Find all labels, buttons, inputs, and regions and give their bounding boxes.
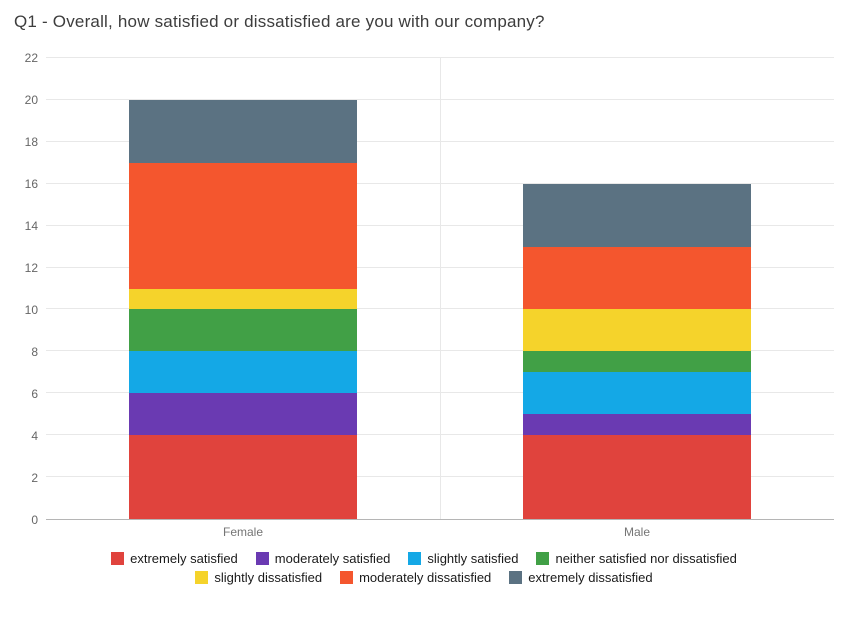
segment-neither-satisfied-nor-dissatisfied[interactable] [522,351,752,373]
legend-swatch-extremely-dissatisfied [509,571,523,584]
legend: extremely satisfied moderately satisfied s… [14,551,834,585]
legend-swatch-moderately-satisfied [255,552,269,565]
stacked-bar-chart: 0 2 4 6 8 10 12 14 16 18 20 22 [14,51,834,527]
segment-extremely-satisfied[interactable] [128,435,358,519]
x-axis-labels: Female Male [46,520,834,539]
y-tick-label: 16 [24,177,38,191]
category-divider [440,58,441,519]
legend-label: moderately dissatisfied [359,570,492,585]
legend-swatch-slightly-dissatisfied [195,571,209,584]
bar-male [522,58,752,519]
legend-label: extremely dissatisfied [528,570,653,585]
legend-item-extremely-satisfied: extremely satisfied [111,551,238,566]
segment-neither-satisfied-nor-dissatisfied[interactable] [128,309,358,352]
legend-label: extremely satisfied [130,551,238,566]
y-axis: 0 2 4 6 8 10 12 14 16 18 20 22 [14,51,46,527]
legend-swatch-slightly-satisfied [408,552,422,565]
legend-row: slightly dissatisfied moderately dissatis… [14,570,834,585]
segment-slightly-dissatisfied[interactable] [522,309,752,352]
legend-item-slightly-dissatisfied: slightly dissatisfied [195,570,322,585]
legend-item-moderately-satisfied: moderately satisfied [255,551,391,566]
bar-group-male [440,58,834,519]
segment-slightly-dissatisfied[interactable] [128,288,358,310]
legend-swatch-moderately-dissatisfied [340,571,354,584]
legend-swatch-extremely-satisfied [111,552,125,565]
segment-moderately-dissatisfied[interactable] [128,162,358,289]
legend-row: extremely satisfied moderately satisfied s… [14,551,834,566]
plot-area [46,57,834,520]
segment-slightly-satisfied[interactable] [128,351,358,394]
y-tick-label: 2 [31,471,38,485]
segment-extremely-dissatisfied[interactable] [128,99,358,163]
segment-extremely-satisfied[interactable] [522,435,752,519]
legend-swatch-neither-satisfied-nor-dissatisfied [536,552,550,565]
y-tick-label: 14 [24,219,38,233]
legend-label: slightly dissatisfied [214,570,323,585]
legend-label: slightly satisfied [427,551,519,566]
legend-label: neither satisfied nor dissatisfied [555,551,737,566]
y-tick-label: 18 [24,135,38,149]
bar-female [128,58,358,519]
segment-moderately-dissatisfied[interactable] [522,246,752,310]
segment-moderately-satisfied[interactable] [522,414,752,436]
legend-item-moderately-dissatisfied: moderately dissatisfied [340,570,491,585]
x-axis-label-male: Male [623,525,650,539]
segment-moderately-satisfied[interactable] [128,393,358,436]
legend-label: moderately satisfied [274,551,391,566]
segment-slightly-satisfied[interactable] [522,372,752,415]
y-tick-label: 10 [24,303,38,317]
legend-item-extremely-dissatisfied: extremely dissatisfied [509,570,653,585]
y-tick-label: 6 [31,387,38,401]
y-tick-label: 4 [31,429,38,443]
gridline [46,57,834,58]
y-tick-label: 22 [24,51,38,65]
y-tick-label: 20 [24,93,38,107]
y-tick-label: 0 [31,513,38,527]
legend-item-neither-satisfied-nor-dissatisfied: neither satisfied nor dissatisfied [536,551,737,566]
bar-group-female [46,58,440,519]
chart-title: Q1 - Overall, how satisfied or dissatisf… [14,12,545,31]
legend-item-slightly-satisfied: slightly satisfied [408,551,518,566]
y-tick-label: 8 [31,345,38,359]
segment-extremely-dissatisfied[interactable] [522,183,752,247]
x-axis-label-female: Female [222,525,263,539]
y-tick-label: 12 [24,261,38,275]
